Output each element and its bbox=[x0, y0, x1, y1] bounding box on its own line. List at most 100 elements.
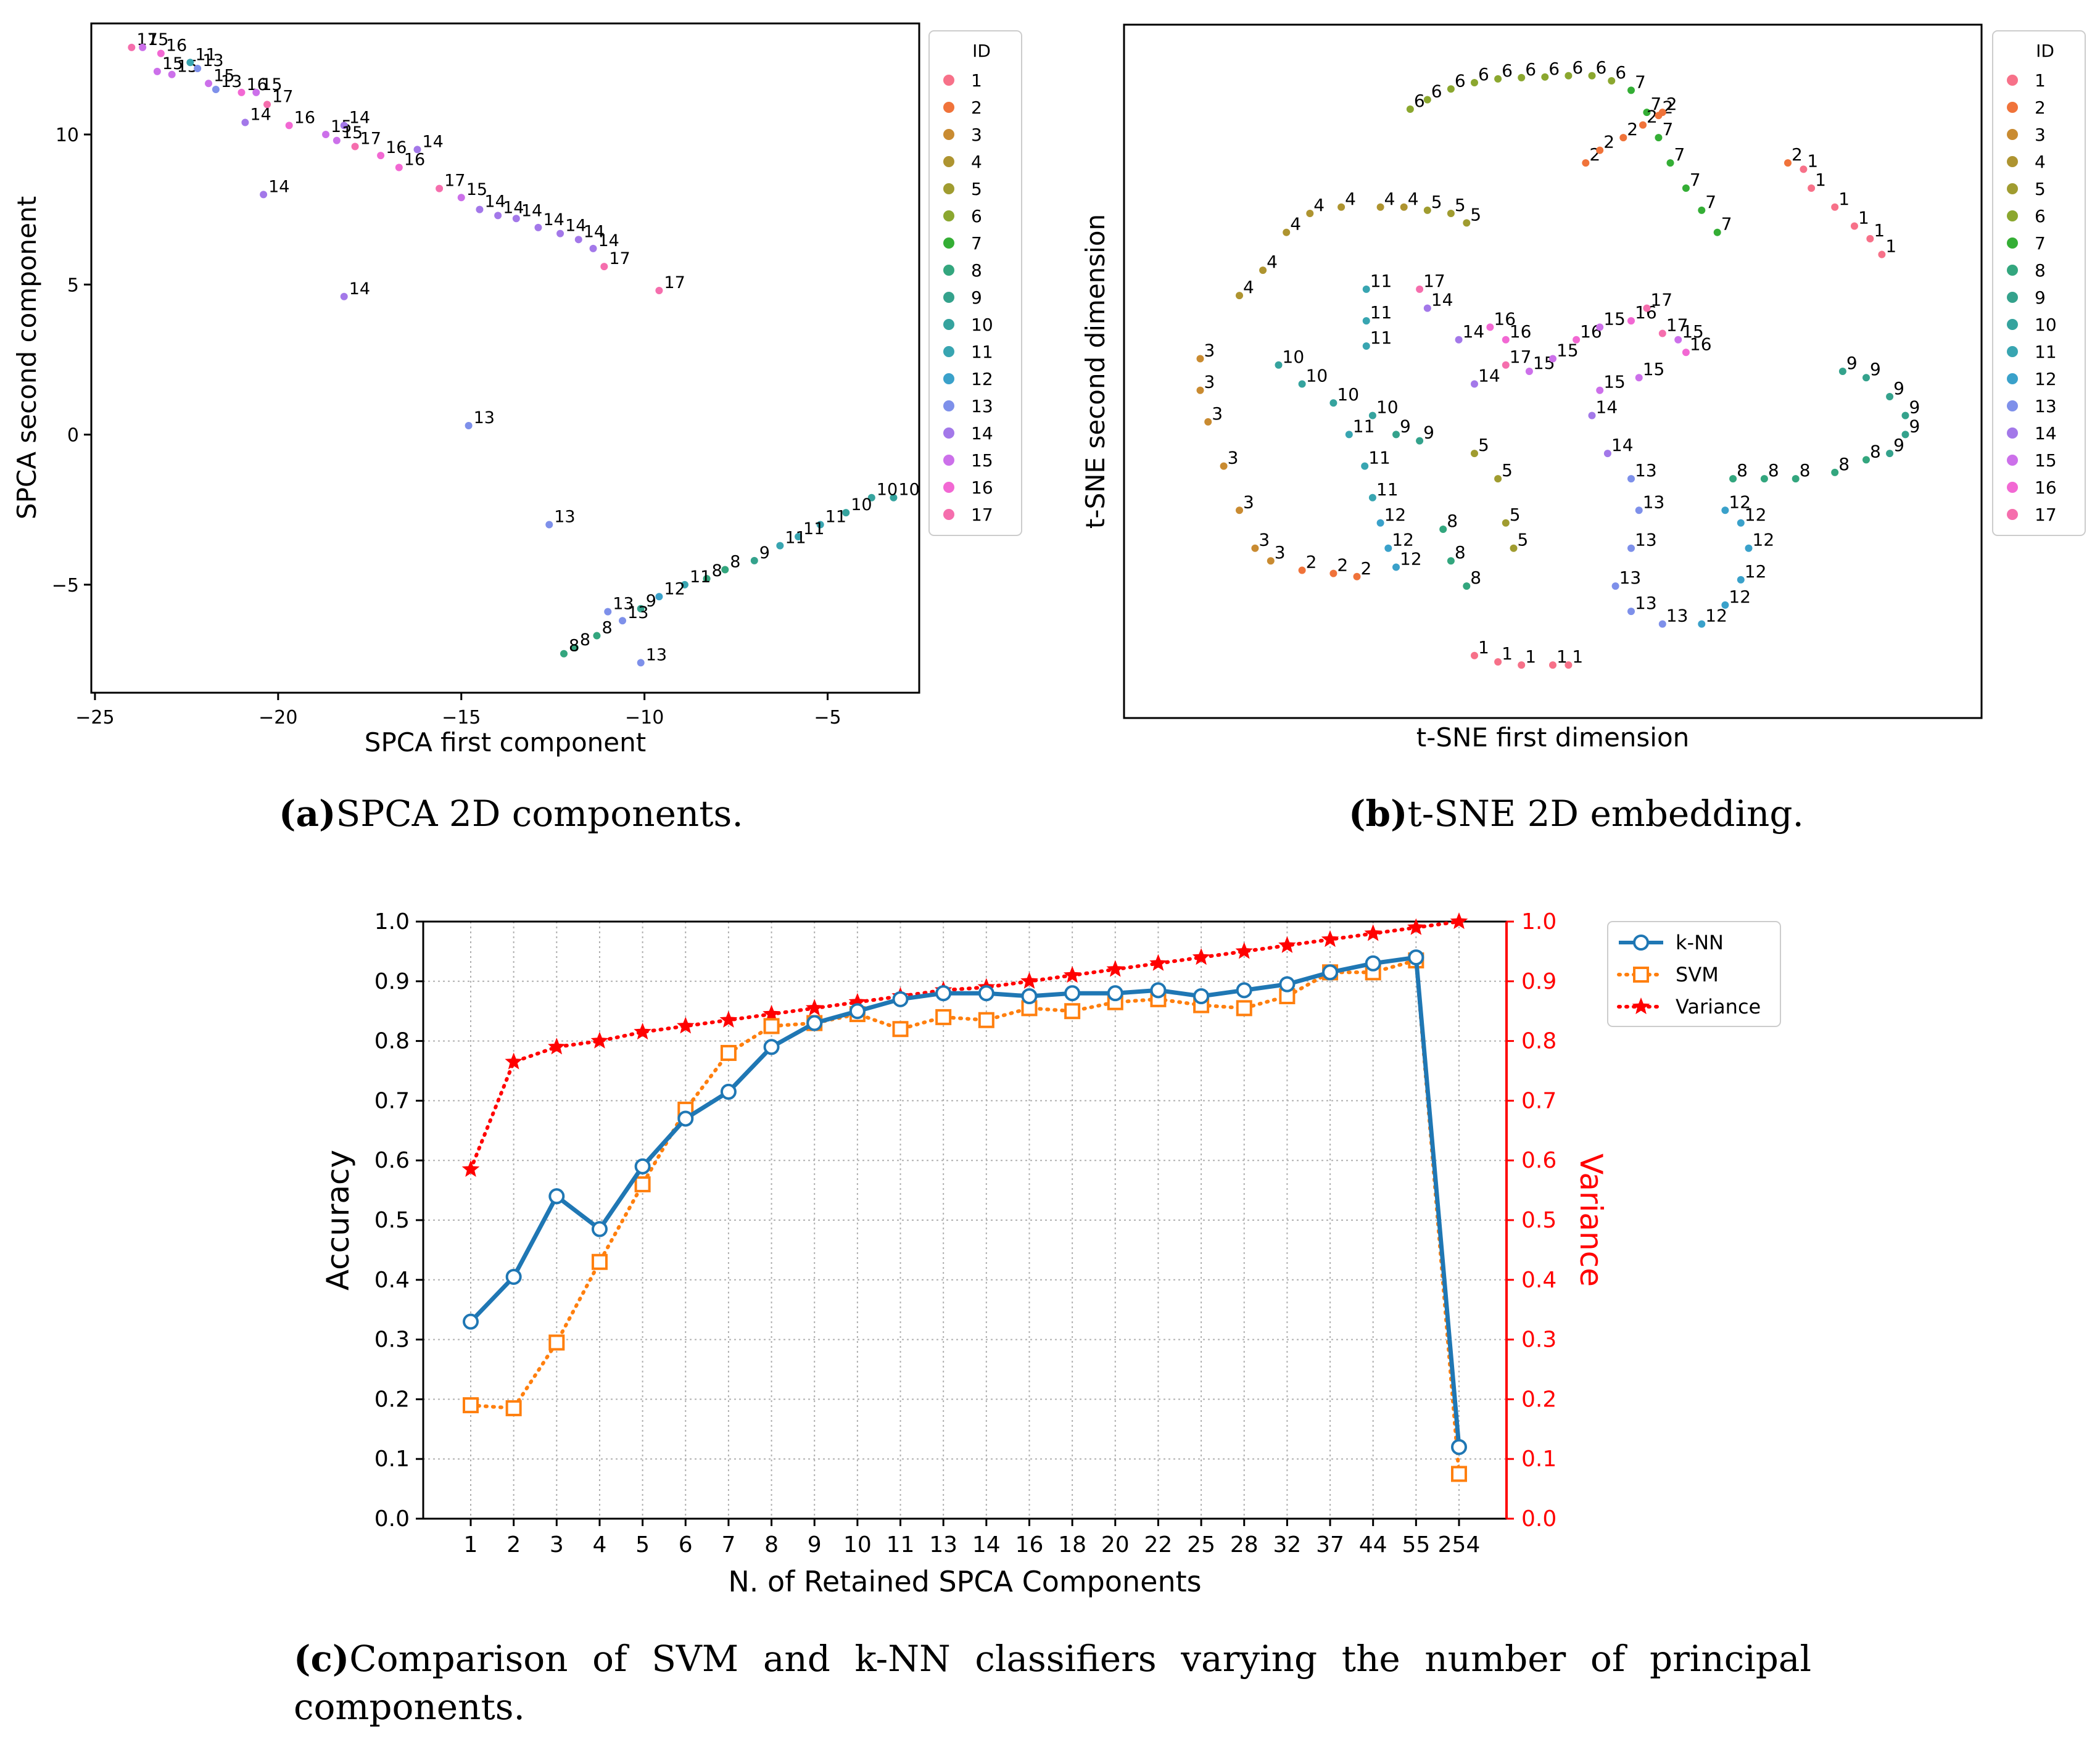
point-id-label: 14 bbox=[1463, 321, 1485, 342]
scatter-point bbox=[816, 521, 824, 529]
scatter-point bbox=[1831, 468, 1839, 476]
legend-title: ID bbox=[972, 41, 991, 61]
left-y-tick-label: 0.5 bbox=[374, 1208, 410, 1233]
point-id-label: 6 bbox=[1525, 59, 1536, 80]
scatter-point bbox=[1416, 437, 1424, 445]
caption-b-text: t-SNE 2D embedding. bbox=[1407, 793, 1804, 835]
legend-label: 11 bbox=[971, 342, 993, 362]
legend-marker bbox=[943, 102, 954, 113]
point-id-label: 9 bbox=[1909, 397, 1920, 418]
data-point-star bbox=[1364, 924, 1382, 941]
point-id-label: 13 bbox=[1666, 606, 1689, 626]
legend-label: 12 bbox=[971, 369, 993, 389]
point-id-label: 8 bbox=[730, 553, 740, 572]
x-tick-label: 18 bbox=[1058, 1532, 1086, 1558]
data-point-circle bbox=[548, 1188, 565, 1205]
x-tick-label: 254 bbox=[1438, 1532, 1481, 1558]
scatter-point bbox=[340, 292, 348, 300]
point-id-label: 11 bbox=[825, 508, 846, 527]
legend-label: 9 bbox=[2035, 287, 2046, 308]
data-point-star bbox=[461, 1160, 480, 1177]
data-point-star bbox=[1020, 972, 1038, 989]
scatter-point bbox=[1236, 292, 1243, 300]
scatter-point bbox=[1283, 228, 1291, 236]
x-tick-label: 22 bbox=[1144, 1532, 1173, 1558]
point-id-label: 16 bbox=[404, 151, 425, 170]
right-y-tick-label: 0.3 bbox=[1521, 1327, 1556, 1353]
legend-label: 3 bbox=[2035, 125, 2046, 145]
point-id-label: 9 bbox=[1870, 359, 1881, 379]
data-point-circle bbox=[1322, 964, 1339, 981]
point-id-label: 1 bbox=[1874, 220, 1885, 241]
legend-label: SVM bbox=[1676, 963, 1719, 986]
point-id-label: 8 bbox=[1800, 460, 1811, 481]
legend-marker bbox=[2007, 319, 2018, 330]
point-id-label: 16 bbox=[1510, 321, 1532, 342]
legend-label: 10 bbox=[971, 315, 993, 335]
scatter-point bbox=[1251, 544, 1259, 552]
scatter-point bbox=[1639, 121, 1647, 129]
legend-label: 14 bbox=[2035, 423, 2057, 444]
scatter-point bbox=[890, 493, 898, 501]
point-id-label: 11 bbox=[1376, 479, 1399, 500]
point-id-label: 12 bbox=[1400, 548, 1422, 569]
legend-box bbox=[1607, 921, 1781, 1027]
scatter-point bbox=[1682, 349, 1690, 357]
point-id-label: 6 bbox=[1455, 70, 1466, 91]
scatter-point bbox=[1745, 544, 1753, 552]
data-point-star bbox=[1106, 960, 1124, 977]
data-point-square bbox=[720, 1044, 737, 1061]
scatter-point bbox=[1850, 222, 1858, 230]
scatter-point bbox=[263, 101, 271, 109]
legend-marker bbox=[2007, 183, 2018, 194]
point-id-label: 2 bbox=[1627, 119, 1638, 139]
left-y-tick-label: 0.7 bbox=[374, 1088, 410, 1113]
data-point-circle bbox=[892, 991, 909, 1007]
point-id-label: 17 bbox=[360, 129, 381, 148]
legend-label: 1 bbox=[2035, 70, 2046, 91]
scatter-point bbox=[1486, 323, 1494, 331]
point-id-label: 11 bbox=[195, 45, 216, 64]
legend-marker bbox=[943, 427, 954, 439]
scatter-point bbox=[1494, 475, 1502, 483]
data-point-circle bbox=[1633, 935, 1649, 951]
scatter-point bbox=[600, 263, 608, 271]
data-point-circle bbox=[591, 1221, 608, 1237]
legend-label: 15 bbox=[2035, 450, 2057, 471]
legend-label: 5 bbox=[2035, 179, 2046, 199]
point-id-label: 13 bbox=[554, 508, 575, 527]
legend-label: k-NN bbox=[1676, 931, 1724, 954]
legend-marker bbox=[943, 455, 954, 466]
legend-marker bbox=[2007, 102, 2018, 113]
scatter-point bbox=[1619, 134, 1627, 142]
scatter-point bbox=[1510, 544, 1518, 552]
caption-b: (b)t-SNE 2D embedding. bbox=[1349, 790, 1804, 838]
scatter-point bbox=[637, 605, 645, 613]
point-id-label: 17 bbox=[1423, 271, 1445, 291]
legend-label: 14 bbox=[971, 423, 993, 444]
scatter-point bbox=[1447, 85, 1455, 93]
data-point-star bbox=[1235, 942, 1253, 959]
scatter-point bbox=[340, 122, 348, 130]
legend-marker bbox=[2007, 237, 2018, 249]
point-id-label: 7 bbox=[1705, 192, 1716, 212]
legend-marker bbox=[2007, 373, 2018, 384]
scatter-point bbox=[157, 49, 165, 57]
scatter-point bbox=[1204, 418, 1212, 426]
scatter-point bbox=[560, 650, 568, 658]
scatter-point bbox=[1463, 582, 1471, 590]
x-tick-label: 7 bbox=[721, 1532, 735, 1558]
scatter-point bbox=[1565, 661, 1573, 669]
scatter-point bbox=[680, 580, 688, 588]
data-point-star bbox=[1149, 954, 1167, 971]
spca-y-axis-label: SPCA second component bbox=[12, 196, 42, 519]
legend-label: 6 bbox=[971, 206, 982, 226]
y-tick-label: −5 bbox=[52, 575, 79, 596]
spca-axis-ticks: −25 −20 −15 −10 −5 10 5 0 −5 bbox=[52, 125, 841, 728]
legend-label: Variance bbox=[1676, 995, 1761, 1018]
data-point-square bbox=[634, 1176, 651, 1192]
point-id-label: 14 bbox=[543, 210, 564, 229]
point-id-label: 6 bbox=[1431, 81, 1442, 102]
point-id-label: 17 bbox=[444, 171, 465, 191]
